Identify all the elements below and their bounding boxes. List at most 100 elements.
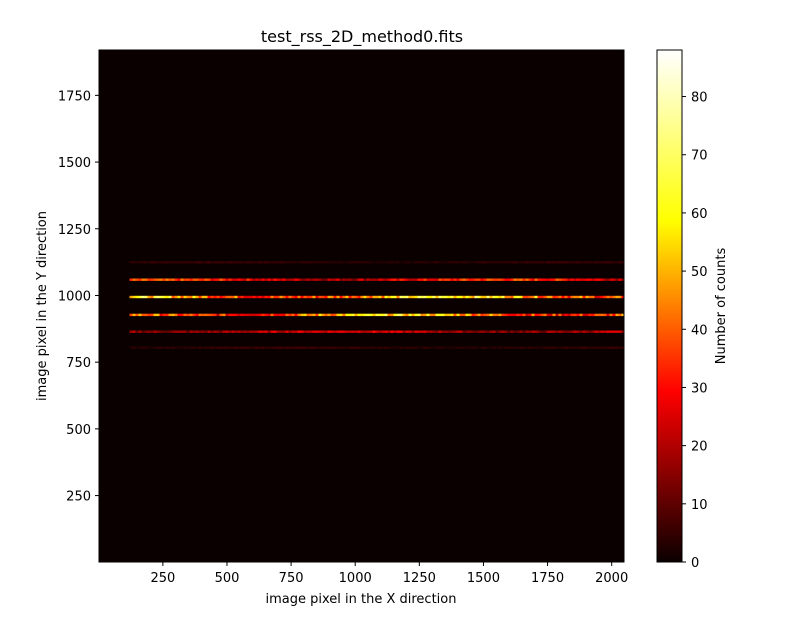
feature-pixel <box>132 295 136 299</box>
feature-pixel <box>561 278 565 281</box>
feature-pixel <box>429 278 433 281</box>
feature-pixel <box>291 278 295 281</box>
feature-pixel <box>285 261 289 264</box>
feature-pixel <box>585 330 589 333</box>
feature-pixel <box>594 261 598 264</box>
feature-pixel <box>504 295 508 299</box>
feature-pixel <box>273 261 277 264</box>
feature-pixel <box>261 261 265 264</box>
feature-pixel <box>189 330 193 333</box>
feature-pixel <box>378 313 382 317</box>
feature-pixel <box>381 278 385 281</box>
feature-pixel <box>534 295 538 299</box>
feature-pixel <box>510 295 514 299</box>
feature-pixel <box>459 330 463 333</box>
feature-pixel <box>522 346 526 349</box>
feature-pixel <box>306 295 310 299</box>
feature-pixel <box>225 261 229 264</box>
colorbar-tick-label: 70 <box>691 149 708 164</box>
feature-pixel <box>423 313 427 317</box>
feature-pixel <box>558 330 562 333</box>
feature-pixel <box>270 261 274 264</box>
feature-pixel <box>294 330 298 333</box>
colorbar-frame <box>656 49 683 563</box>
feature-pixel <box>528 295 532 299</box>
feature-pixel <box>258 313 262 317</box>
feature-pixel <box>486 313 490 317</box>
feature-pixel <box>549 278 553 281</box>
feature-pixel <box>267 295 271 299</box>
feature-pixel <box>297 346 301 349</box>
feature-pixel <box>180 330 184 333</box>
feature-pixel <box>294 278 298 281</box>
feature-pixel <box>471 313 475 317</box>
feature-pixel <box>534 278 538 281</box>
feature-pixel <box>252 346 256 349</box>
feature-pixel <box>336 330 340 333</box>
feature-pixel <box>405 278 409 281</box>
feature-pixel <box>186 330 190 333</box>
feature-pixel <box>618 330 622 333</box>
feature-pixel <box>192 313 196 317</box>
feature-pixel <box>168 313 172 317</box>
feature-pixel <box>615 330 619 333</box>
feature-pixel <box>279 313 283 317</box>
feature-pixel <box>300 330 304 333</box>
feature-pixel <box>402 330 406 333</box>
feature-pixel <box>270 313 274 317</box>
feature-pixel <box>468 278 472 281</box>
feature-pixel <box>210 278 214 281</box>
feature-pixel <box>453 261 457 264</box>
feature-pixel <box>198 261 202 264</box>
feature-pixel <box>435 313 439 317</box>
feature-pixel <box>450 278 454 281</box>
feature-pixel <box>471 261 475 264</box>
feature-pixel <box>174 313 178 317</box>
feature-pixel <box>243 330 247 333</box>
feature-pixel <box>198 278 202 281</box>
feature-pixel <box>408 346 412 349</box>
feature-pixel <box>201 261 205 264</box>
feature-pixel <box>432 313 436 317</box>
feature-pixel <box>483 261 487 264</box>
feature-pixel <box>297 313 301 317</box>
feature-pixel <box>414 346 418 349</box>
feature-pixel <box>537 330 541 333</box>
feature-pixel <box>264 330 268 333</box>
feature-pixel <box>555 278 559 281</box>
feature-pixel <box>222 295 226 299</box>
feature-pixel <box>546 278 550 281</box>
feature-pixel <box>549 330 553 333</box>
feature-pixel <box>549 261 553 264</box>
feature-pixel <box>315 261 319 264</box>
colorbar-tick-label: 10 <box>691 498 708 513</box>
feature-pixel <box>558 313 562 317</box>
feature-pixel <box>594 295 598 299</box>
feature-pixel <box>192 261 196 264</box>
feature-pixel <box>612 278 616 281</box>
feature-pixel <box>279 330 283 333</box>
feature-pixel <box>186 261 190 264</box>
x-tick-label: 1750 <box>531 571 564 586</box>
feature-pixel <box>576 313 580 317</box>
feature-pixel <box>444 261 448 264</box>
feature-pixel <box>573 330 577 333</box>
feature-pixel <box>597 313 601 317</box>
feature-pixel <box>204 261 208 264</box>
feature-pixel <box>261 295 265 299</box>
feature-pixel <box>492 295 496 299</box>
feature-pixel <box>354 278 358 281</box>
y-tick-label: 1000 <box>58 289 91 304</box>
feature-pixel <box>360 346 364 349</box>
feature-pixel <box>417 295 421 299</box>
feature-pixel <box>270 278 274 281</box>
feature-pixel <box>426 295 430 299</box>
feature-pixel <box>498 313 502 317</box>
feature-pixel <box>465 295 469 299</box>
feature-pixel <box>471 346 475 349</box>
feature-pixel <box>447 346 451 349</box>
feature-pixel <box>531 278 535 281</box>
feature-pixel <box>291 261 295 264</box>
feature-pixel <box>174 295 178 299</box>
feature-pixel <box>600 295 604 299</box>
